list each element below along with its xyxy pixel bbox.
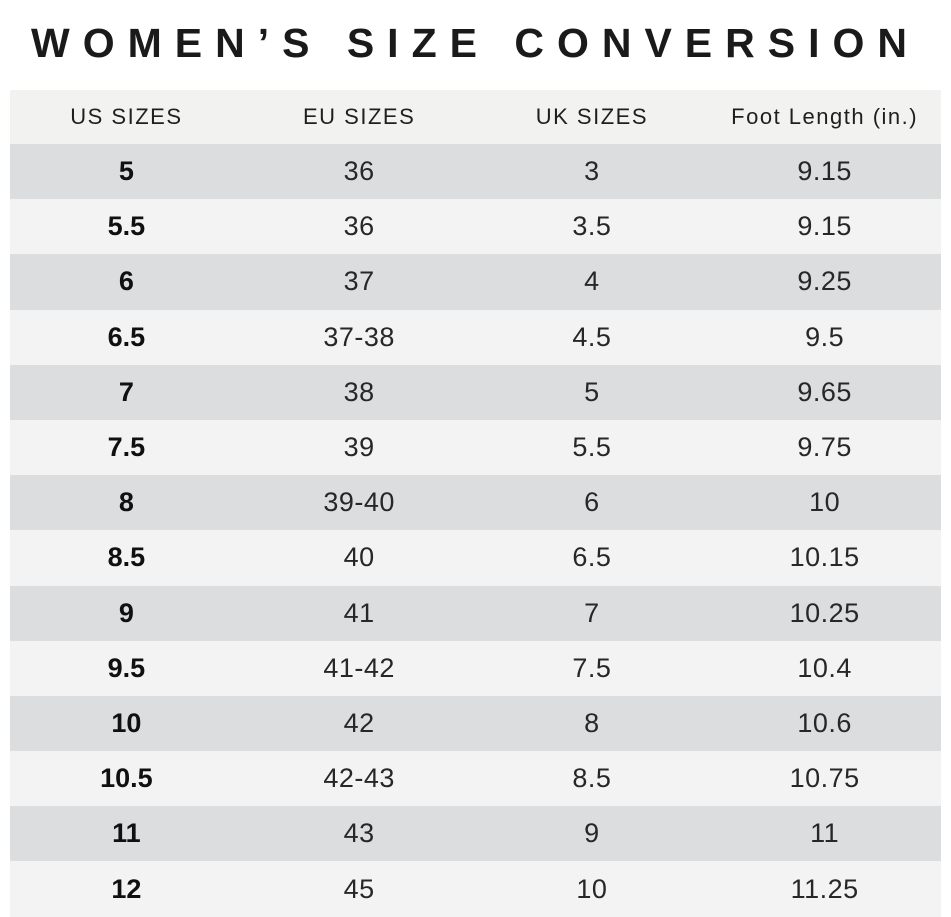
cell-foot-length: 10.6 — [797, 707, 852, 738]
column-header-us-sizes: US SIZES — [70, 104, 183, 129]
cell-foot-length: 9.5 — [805, 321, 845, 352]
cell-uk-size: 4 — [584, 266, 600, 297]
table-row: 8 39-40 6 10 — [10, 475, 941, 531]
cell-uk-size: 10 — [576, 873, 608, 904]
table-row: 5.5 36 3.5 9.15 — [10, 199, 941, 255]
cell-foot-length: 9.25 — [797, 266, 852, 297]
cell-uk-size: 3.5 — [572, 211, 612, 242]
cell-eu-size: 40 — [343, 542, 375, 573]
table-row: 5 36 3 9.15 — [10, 144, 941, 200]
cell-us-size: 7.5 — [107, 432, 146, 463]
cell-eu-size: 37 — [343, 266, 375, 297]
table-row: 10 42 8 10.6 — [10, 695, 941, 752]
table-row: 8.5 40 6.5 10.15 — [10, 530, 941, 586]
table-row: 9.5 41-42 7.5 10.4 — [10, 640, 941, 696]
cell-eu-size: 37-38 — [323, 321, 395, 352]
cell-uk-size: 6 — [584, 487, 600, 518]
size-conversion-table: US SIZES EU SIZES UK SIZES Foot Length (… — [10, 90, 941, 917]
column-header-eu-sizes: EU SIZES — [303, 104, 416, 129]
cell-foot-length: 11 — [810, 818, 840, 849]
cell-uk-size: 5.5 — [572, 432, 612, 463]
cell-eu-size: 36 — [343, 211, 375, 242]
cell-us-size: 8.5 — [107, 542, 146, 573]
column-header-foot-length: Foot Length (in.) — [731, 104, 919, 129]
page-title: WOMEN’S SIZE CONVERSION — [31, 20, 920, 66]
cell-uk-size: 7 — [584, 597, 600, 628]
cell-uk-size: 8.5 — [572, 763, 612, 794]
cell-foot-length: 9.15 — [797, 211, 852, 242]
cell-uk-size: 6.5 — [572, 542, 612, 573]
table-row: 6.5 37-38 4.5 9.5 — [10, 309, 941, 365]
cell-eu-size: 41-42 — [323, 652, 395, 683]
table-row: 7.5 39 5.5 9.75 — [10, 419, 941, 476]
cell-foot-length: 11.25 — [790, 873, 859, 904]
cell-uk-size: 4.5 — [572, 321, 612, 352]
table-row: 12 45 10 11.25 — [10, 861, 941, 917]
cell-eu-size: 39-40 — [323, 487, 395, 518]
cell-foot-length: 10.15 — [789, 542, 860, 573]
cell-us-size: 6 — [118, 266, 134, 297]
cell-eu-size: 45 — [343, 873, 375, 904]
table-body: 5 36 3 9.15 5.5 36 3.5 9.15 6 37 4 9.25 6.5 37-38 4.5 9… — [10, 144, 941, 917]
table-row: 9 41 7 10.25 — [10, 585, 941, 641]
cell-uk-size: 7.5 — [572, 652, 612, 683]
cell-foot-length: 10.25 — [789, 597, 860, 628]
table-header-row: US SIZES EU SIZES UK SIZES Foot Length (… — [10, 90, 941, 144]
cell-uk-size: 3 — [584, 156, 600, 187]
cell-us-size: 10 — [111, 707, 142, 738]
cell-us-size: 5.5 — [107, 211, 146, 242]
cell-us-size: 5 — [118, 156, 134, 187]
cell-eu-size: 41 — [343, 597, 375, 628]
cell-us-size: 9.5 — [107, 652, 146, 683]
cell-foot-length: 10.4 — [797, 652, 852, 683]
cell-foot-length: 9.65 — [797, 376, 852, 407]
table-row: 6 37 4 9.25 — [10, 254, 941, 310]
cell-eu-size: 42 — [343, 707, 375, 738]
cell-eu-size: 36 — [343, 156, 375, 187]
table-row: 11 43 9 11 — [10, 806, 941, 862]
cell-foot-length: 9.15 — [797, 156, 852, 187]
cell-uk-size: 8 — [584, 707, 600, 738]
cell-us-size: 9 — [118, 597, 134, 628]
cell-us-size: 11 — [112, 818, 141, 849]
table-row: 7 38 5 9.65 — [10, 364, 941, 420]
cell-us-size: 6.5 — [107, 321, 146, 352]
cell-uk-size: 9 — [584, 818, 600, 849]
cell-eu-size: 39 — [343, 432, 375, 463]
cell-eu-size: 42-43 — [323, 763, 395, 794]
cell-foot-length: 10.75 — [789, 763, 860, 794]
cell-us-size: 10.5 — [100, 763, 153, 794]
cell-us-size: 8 — [118, 487, 134, 518]
cell-us-size: 7 — [118, 376, 134, 407]
table-row: 10.5 42-43 8.5 10.75 — [10, 751, 941, 807]
cell-eu-size: 43 — [343, 818, 375, 849]
column-header-uk-sizes: UK SIZES — [535, 104, 648, 129]
cell-foot-length: 9.75 — [797, 432, 852, 463]
cell-eu-size: 38 — [343, 376, 375, 407]
cell-uk-size: 5 — [584, 376, 600, 407]
cell-us-size: 12 — [111, 873, 142, 904]
cell-foot-length: 10 — [809, 487, 841, 518]
